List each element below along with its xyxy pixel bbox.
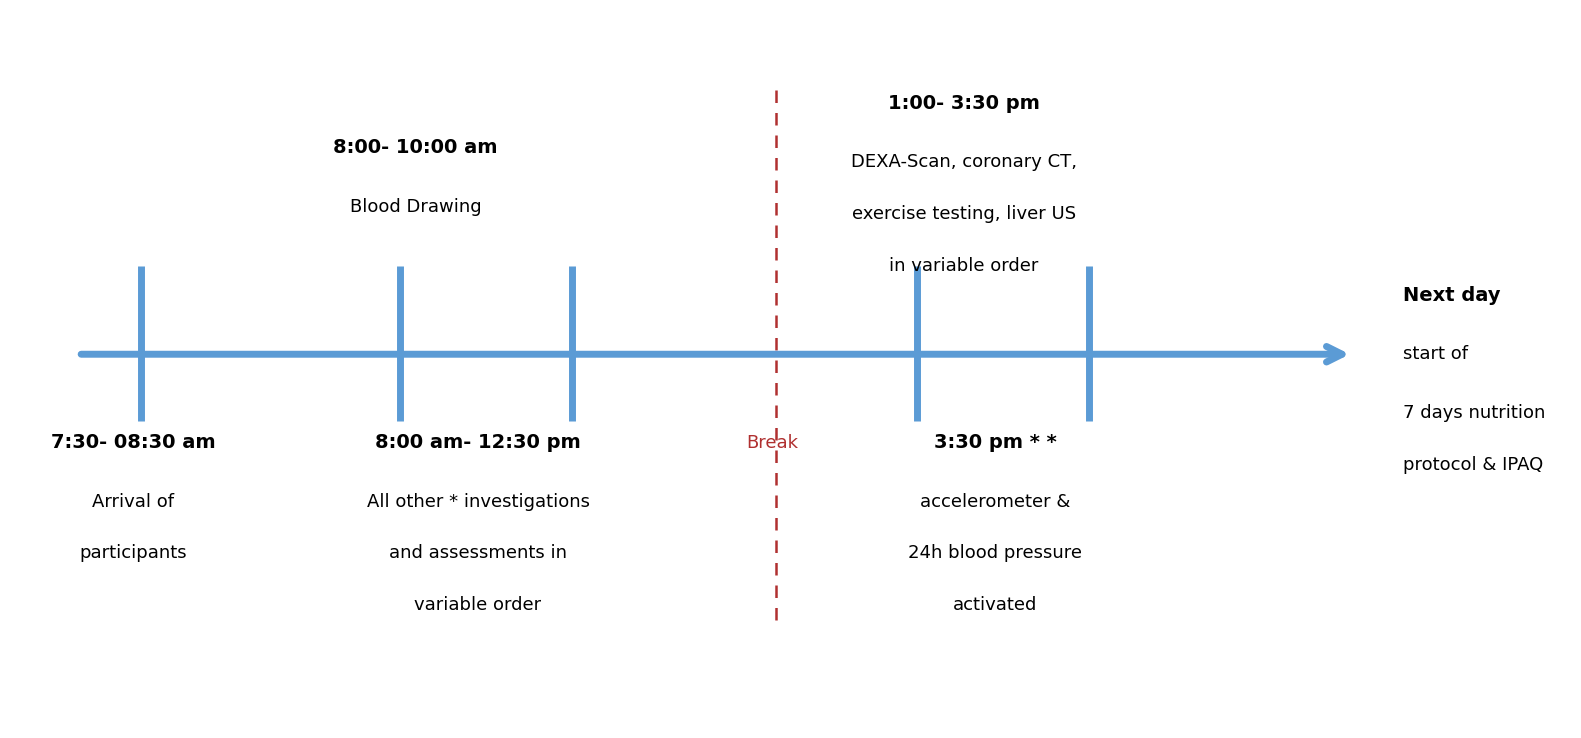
- Text: Arrival of: Arrival of: [92, 493, 174, 511]
- Text: 7:30- 08:30 am: 7:30- 08:30 am: [51, 433, 215, 452]
- Text: start of: start of: [1402, 345, 1467, 363]
- Text: and assessments in: and assessments in: [389, 545, 568, 562]
- Text: variable order: variable order: [414, 596, 542, 614]
- Text: participants: participants: [79, 545, 187, 562]
- Text: 8:00 am- 12:30 pm: 8:00 am- 12:30 pm: [375, 433, 580, 452]
- Text: Break: Break: [746, 434, 798, 452]
- Text: 7 days nutrition: 7 days nutrition: [1402, 404, 1545, 422]
- Text: exercise testing, liver US: exercise testing, liver US: [852, 205, 1077, 223]
- Text: Next day: Next day: [1402, 286, 1500, 305]
- Text: 8:00- 10:00 am: 8:00- 10:00 am: [334, 138, 498, 157]
- Text: 24h blood pressure: 24h blood pressure: [907, 545, 1083, 562]
- Text: protocol & IPAQ: protocol & IPAQ: [1402, 456, 1543, 474]
- Text: 3:30 pm * *: 3:30 pm * *: [934, 433, 1056, 452]
- Text: DEXA-Scan, coronary CT,: DEXA-Scan, coronary CT,: [851, 154, 1077, 171]
- Text: All other * investigations: All other * investigations: [367, 493, 590, 511]
- Text: activated: activated: [953, 596, 1037, 614]
- Text: 1:00- 3:30 pm: 1:00- 3:30 pm: [889, 94, 1040, 113]
- Text: Blood Drawing: Blood Drawing: [349, 198, 481, 215]
- Text: in variable order: in variable order: [889, 257, 1039, 275]
- Text: accelerometer &: accelerometer &: [920, 493, 1070, 511]
